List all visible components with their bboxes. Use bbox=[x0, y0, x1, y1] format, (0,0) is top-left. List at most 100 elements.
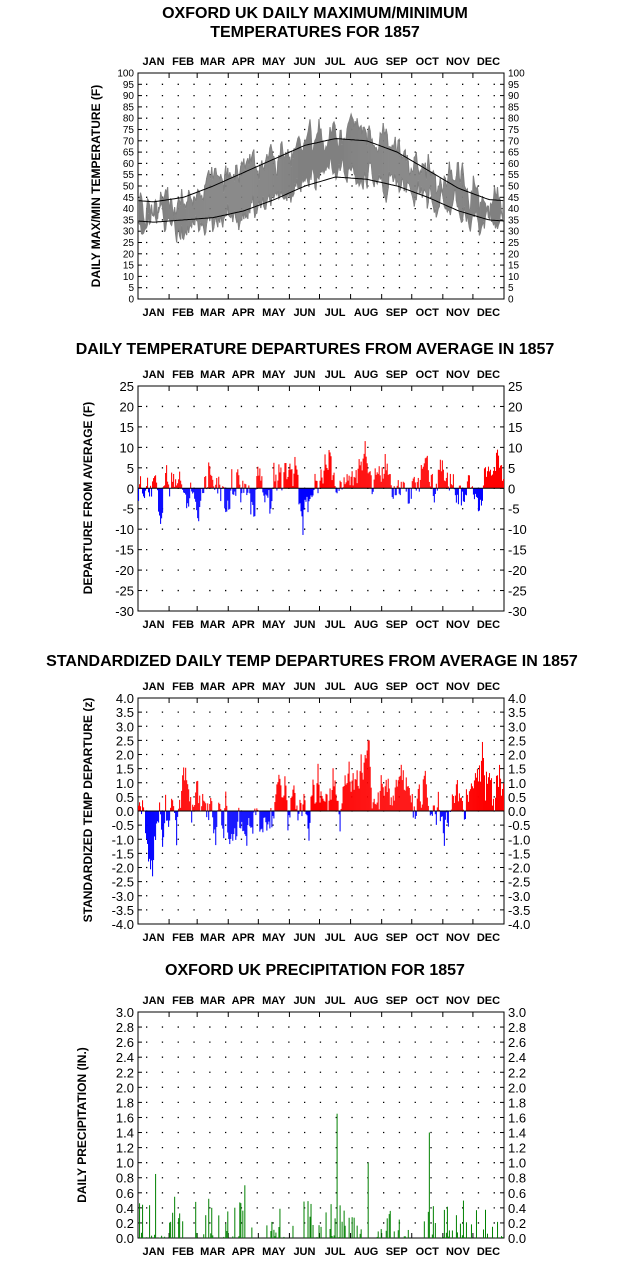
chart4-precip-bar bbox=[271, 1221, 273, 1238]
chart3-cold-bar bbox=[221, 811, 223, 826]
chart3-cold-bar bbox=[150, 811, 152, 870]
chart2-warm-bar bbox=[346, 474, 348, 489]
chart4-ytick-left: 2.6 bbox=[116, 1035, 134, 1050]
chart2-cold-bar bbox=[407, 488, 409, 504]
chart3-warm-bar bbox=[197, 780, 199, 812]
chart2-warm-bar bbox=[150, 485, 152, 489]
chart2-warm-bar bbox=[375, 474, 377, 489]
chart2-warm-bar bbox=[501, 480, 504, 489]
chart4-precip-bar bbox=[151, 1235, 153, 1238]
chart2-warm-bar bbox=[367, 473, 369, 489]
chart3-warm-bar bbox=[313, 784, 315, 812]
chart2-cold-bar bbox=[266, 488, 268, 496]
chart3-warm-bar bbox=[184, 780, 186, 812]
chart4-month-top-oct: OCT bbox=[416, 995, 440, 1007]
chart1-month-top-jul: JUL bbox=[325, 56, 346, 68]
chart2-cold-bar bbox=[456, 488, 458, 495]
chart3-warm-bar bbox=[333, 786, 335, 812]
chart3-warm-bar bbox=[347, 773, 349, 812]
chart3-warm-bar bbox=[359, 771, 361, 812]
chart2-month-top-jun: JUN bbox=[293, 369, 315, 381]
chart2-cold-bar bbox=[200, 488, 202, 501]
chart2-warm-bar bbox=[139, 484, 141, 489]
chart3-month-top-aug: AUG bbox=[354, 681, 378, 693]
chart3-cold-bar bbox=[441, 811, 443, 817]
chart3-ytick-right: -2.0 bbox=[508, 861, 530, 876]
chart4-month-bottom-nov: NOV bbox=[446, 1246, 471, 1258]
chart4-precip-bar bbox=[178, 1218, 180, 1238]
chart1-ytick-right: 15 bbox=[508, 261, 520, 272]
chart1-month-top-sep: SEP bbox=[386, 56, 408, 68]
chart4-month-bottom-apr: APR bbox=[232, 1246, 255, 1258]
chart2-warm-bar bbox=[362, 458, 364, 489]
chart3-warm-bar bbox=[362, 779, 364, 812]
chart2-warm-bar bbox=[424, 458, 426, 489]
chart3-cold-bar bbox=[216, 811, 218, 827]
chart3-cold-bar bbox=[244, 811, 246, 835]
chart1-ylabel: DAILY MAX/MIN TEMPERATURE (F) bbox=[89, 85, 103, 287]
chart2-warm-bar bbox=[370, 475, 372, 489]
chart3-warm-bar bbox=[420, 807, 422, 812]
chart3-warm-bar bbox=[291, 796, 293, 812]
chart3-warm-bar bbox=[143, 807, 145, 812]
chart3-warm-bar bbox=[349, 781, 351, 812]
chart2-warm-bar bbox=[358, 459, 360, 489]
chart3-warm-bar bbox=[299, 799, 301, 812]
chart3-warm-bar bbox=[367, 740, 369, 812]
chart1-ytick-right: 5 bbox=[508, 283, 514, 294]
chart3-warm-bar bbox=[190, 797, 192, 812]
chart2-month-top-sep: SEP bbox=[386, 369, 408, 381]
chart3-month-bottom-may: MAY bbox=[262, 932, 286, 944]
chart3-cold-bar bbox=[145, 811, 147, 834]
chart2-warm-bar bbox=[208, 462, 210, 489]
chart2-warm-bar bbox=[438, 469, 440, 489]
chart4-precip-bar bbox=[226, 1231, 228, 1238]
chart2-warm-bar bbox=[219, 484, 221, 489]
chart3-warm-bar bbox=[343, 786, 345, 812]
chart4-precip-bar bbox=[359, 1233, 361, 1238]
chart2-warm-bar bbox=[330, 456, 332, 489]
chart4-ytick-left: 2.2 bbox=[116, 1065, 134, 1080]
chart2-warm-bar bbox=[423, 463, 425, 489]
chart3-warm-bar bbox=[425, 784, 427, 812]
chart3-warm-bar bbox=[427, 805, 429, 812]
chart4-precip-bar bbox=[182, 1221, 184, 1238]
chart1-ytick-right: 40 bbox=[508, 204, 520, 215]
chart3-warm-bar bbox=[462, 809, 464, 812]
chart2-cold-bar bbox=[243, 488, 245, 493]
chart3-cold-bar bbox=[298, 811, 300, 814]
chart2-warm-bar bbox=[390, 485, 392, 489]
chart3-cold-bar bbox=[447, 811, 449, 827]
chart3-cold-bar bbox=[241, 811, 243, 822]
chart3-ytick-right: 1.0 bbox=[508, 776, 526, 791]
chart2-warm-bar bbox=[500, 465, 503, 489]
chart2-cold-bar bbox=[162, 488, 164, 513]
chart2-ytick-left: 10 bbox=[120, 440, 134, 455]
chart2-cold-bar bbox=[191, 488, 193, 492]
chart3-cold-bar bbox=[239, 811, 241, 828]
chart3-warm-bar bbox=[356, 770, 358, 812]
chart3-warm-bar bbox=[310, 796, 312, 812]
chart4-precip-bar bbox=[266, 1225, 268, 1238]
chart2-cold-bar bbox=[161, 488, 163, 519]
chart4-precip-bar bbox=[389, 1210, 391, 1238]
chart3-cold-bar bbox=[177, 811, 179, 817]
chart4-month-bottom-jun: JUN bbox=[293, 1246, 315, 1258]
chart2-month-top-mar: MAR bbox=[200, 369, 225, 381]
chart2-warm-bar bbox=[178, 479, 180, 489]
chart3-cold-bar bbox=[289, 811, 291, 818]
chart3-warm-bar bbox=[290, 797, 292, 812]
chart2-warm-bar bbox=[275, 474, 277, 489]
chart3-warm-bar bbox=[460, 797, 462, 812]
chart3-warm-bar bbox=[399, 775, 401, 812]
chart3-warm-bar bbox=[377, 792, 379, 812]
chart3-warm-bar bbox=[482, 757, 484, 812]
chart2-month-bottom-feb: FEB bbox=[172, 619, 194, 631]
chart4-precip-bar bbox=[155, 1173, 157, 1238]
chart2-cold-bar bbox=[433, 488, 435, 503]
chart2-warm-bar bbox=[291, 469, 293, 489]
chart4-precip-bar bbox=[432, 1206, 434, 1238]
chart2-cold-bar bbox=[307, 488, 309, 513]
chart2-warm-bar bbox=[180, 480, 182, 489]
chart2-cold-bar bbox=[254, 488, 256, 517]
